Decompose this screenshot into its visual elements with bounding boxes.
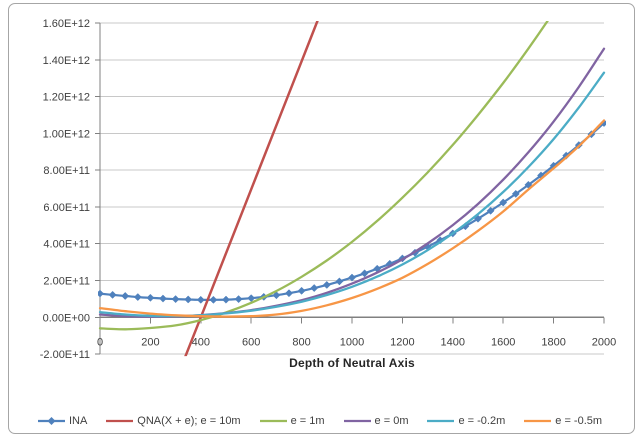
legend-item-e-0-2m[interactable]: e = -0.2m [427, 415, 505, 427]
legend-item-e-0-5m[interactable]: e = -0.5m [524, 415, 602, 427]
x-tick-label: 1600 [491, 336, 515, 348]
data-point-marker[interactable] [310, 284, 319, 293]
legend-label: e = -0.5m [555, 415, 603, 427]
x-tick-label: 0 [97, 336, 103, 348]
y-tick-label: 2.00E+11 [43, 276, 90, 288]
legend-swatch-icon [106, 419, 134, 423]
data-point-marker[interactable] [322, 280, 331, 289]
data-point-marker[interactable] [96, 289, 104, 298]
data-point-marker[interactable] [184, 295, 193, 304]
data-point-marker[interactable] [108, 290, 117, 299]
legend-item-e-1m[interactable]: e = 1m [259, 415, 325, 427]
chart-border [8, 3, 635, 434]
x-axis-title: Depth of Neutral Axis [289, 356, 415, 370]
series-line-qna-x-e-e-10m[interactable] [176, 0, 327, 381]
y-tick-label: 0.00E+00 [43, 312, 90, 324]
series-line-e-0-5m[interactable] [98, 119, 606, 318]
legend-swatch-icon [427, 419, 455, 423]
legend-item-e-0m[interactable]: e = 0m [343, 415, 409, 427]
data-point-marker[interactable] [297, 286, 306, 295]
series-line-ina[interactable] [98, 122, 606, 301]
x-tick-label: 800 [292, 336, 310, 348]
data-point-marker[interactable] [133, 293, 142, 302]
series-line-e-1m[interactable] [98, 0, 604, 331]
x-tick-label: 200 [141, 336, 159, 348]
x-tick-label: 1200 [390, 336, 414, 348]
legend-swatch-icon [524, 419, 552, 423]
legend-item-ina[interactable]: INA [37, 415, 88, 427]
x-tick-label: 1400 [441, 336, 465, 348]
data-point-marker[interactable] [335, 277, 344, 286]
data-point-marker[interactable] [146, 293, 155, 302]
y-tick-label: 4.00E+11 [43, 239, 90, 251]
y-tick-label: 1.60E+12 [43, 18, 90, 30]
y-tick-label: 8.00E+11 [43, 165, 90, 177]
y-tick-label: 1.40E+12 [43, 55, 90, 67]
legend-swatch-icon [259, 419, 287, 423]
legend-label: e = 1m [290, 415, 325, 427]
y-tick-label: 6.00E+11 [43, 202, 90, 214]
legend-item-qna-x-e-e-10m[interactable]: QNA(X + e); e = 10m [106, 415, 241, 427]
data-point-marker[interactable] [486, 206, 495, 215]
data-point-marker[interactable] [360, 269, 369, 278]
data-point-marker[interactable] [159, 294, 167, 303]
x-tick-label: 1000 [340, 336, 364, 348]
chart-legend: INA QNA(X + e); e = 10m e = 1m e = 0m e = -0… [10, 407, 630, 435]
data-point-marker[interactable] [348, 273, 356, 282]
legend-label: e = -0.2m [458, 415, 506, 427]
y-tick-label: -2.00E+11 [40, 349, 90, 361]
x-tick-label: 400 [192, 336, 210, 348]
legend-swatch-icon [343, 419, 371, 423]
data-point-marker[interactable] [196, 295, 205, 304]
legend-label: QNA(X + e); e = 10m [137, 415, 241, 427]
y-tick-label: 1.20E+12 [43, 92, 90, 104]
data-point-marker[interactable] [272, 291, 281, 300]
x-tick-label: 1800 [541, 336, 565, 348]
legend-swatch-icon [37, 417, 65, 425]
x-tick-label: 600 [242, 336, 260, 348]
data-point-marker[interactable] [234, 295, 243, 304]
data-point-marker[interactable] [209, 295, 218, 304]
data-point-marker[interactable] [511, 189, 520, 198]
legend-label: e = 0m [374, 415, 409, 427]
data-point-marker[interactable] [222, 295, 230, 304]
data-point-marker[interactable] [285, 289, 293, 298]
x-tick-label: 2000 [592, 336, 616, 348]
data-point-marker[interactable] [499, 198, 508, 207]
y-tick-label: 1.00E+12 [43, 128, 90, 140]
data-point-marker[interactable] [171, 295, 180, 304]
legend-label: INA [68, 415, 88, 427]
data-point-marker[interactable] [121, 292, 130, 300]
